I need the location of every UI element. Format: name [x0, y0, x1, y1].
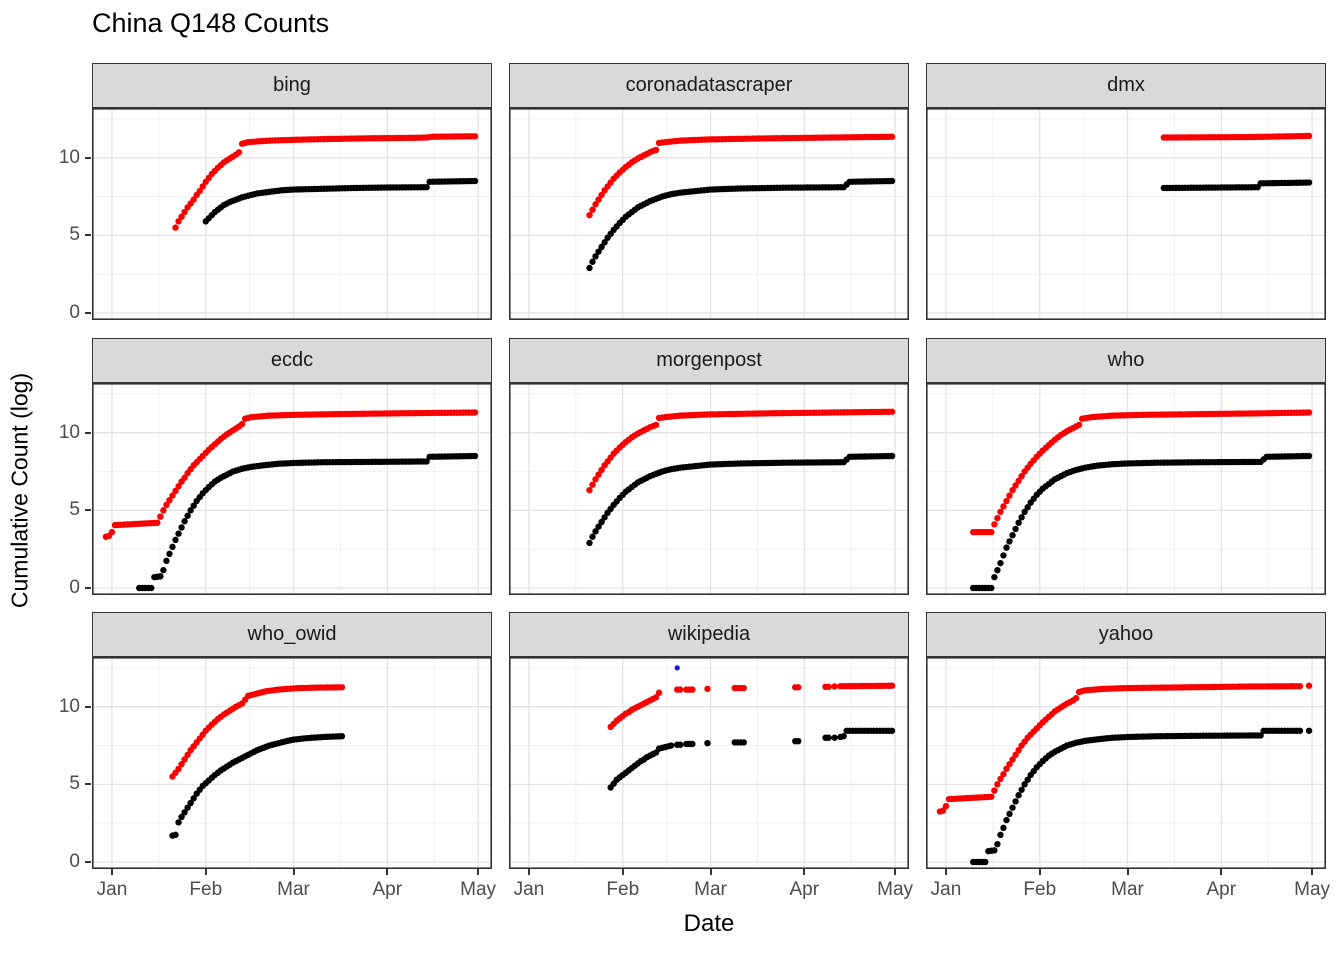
series-red-points — [936, 682, 1313, 815]
facet-strip-wikipedia: wikipedia — [509, 612, 909, 657]
facet-panel-who-owid — [92, 657, 492, 869]
x-axis-tick — [110, 869, 113, 875]
series-black-points — [202, 177, 479, 225]
x-tick-label: May — [877, 879, 914, 900]
facet-strip-coronadatascraper: coronadatascraper — [509, 63, 909, 108]
series-red-points — [586, 133, 896, 219]
facet-panel-bing — [92, 108, 492, 320]
x-tick-label: Jan — [96, 879, 128, 900]
x-tick-label: Jan — [513, 879, 545, 900]
y-tick-label: 10 — [58, 421, 80, 443]
x-tick-label: Feb — [606, 879, 640, 900]
series-black-points — [586, 452, 896, 547]
series-red-points — [102, 409, 479, 540]
x-tick-label: Apr — [789, 879, 820, 900]
y-tick-label: 0 — [69, 851, 80, 872]
x-tick-label: Apr — [372, 879, 403, 900]
facet-strip-label: ecdc — [270, 349, 314, 371]
x-tick-label: Apr — [1206, 879, 1237, 900]
series-black-points — [169, 733, 346, 839]
series-blue-points — [674, 665, 680, 671]
y-tick-label: 0 — [69, 302, 80, 323]
x-axis-tick — [1126, 869, 1129, 875]
facet-strip-label: who — [1107, 349, 1145, 371]
x-tick-label: May — [460, 879, 497, 900]
x-tick-label: Feb — [189, 879, 223, 900]
series-red-points — [172, 133, 479, 231]
y-axis-tick — [85, 783, 91, 786]
facet-strip-label: who_owid — [247, 623, 337, 645]
x-axis-tick — [1038, 869, 1041, 875]
x-axis-tick — [803, 869, 806, 875]
x-tick-label: Mar — [694, 879, 727, 900]
y-axis-tick — [85, 587, 91, 589]
x-tick-label: May — [1294, 879, 1331, 900]
facet-strip-label: coronadatascraper — [625, 74, 793, 96]
facet-panel-who — [926, 383, 1326, 595]
x-axis-tick — [292, 869, 295, 875]
facet-strip-yahoo: yahoo — [926, 612, 1326, 657]
facet-strip-who-owid: who_owid — [92, 612, 492, 657]
y-tick-label: 5 — [69, 773, 80, 795]
y-axis-title: Cumulative Count (log) — [6, 372, 33, 609]
chart-title: China Q148 Counts — [92, 8, 330, 38]
x-axis-tick — [204, 869, 207, 875]
y-axis-tick — [85, 509, 91, 512]
x-axis-tick — [527, 869, 530, 875]
facet-strip-label: dmx — [1107, 74, 1145, 96]
y-tick-label: 5 — [69, 224, 80, 246]
x-axis-tick — [1311, 869, 1314, 875]
facet-strip-label: wikipedia — [667, 623, 751, 645]
facet-strip-morgenpost: morgenpost — [509, 338, 909, 383]
series-red-points — [607, 682, 896, 731]
y-axis-tick — [85, 431, 91, 434]
x-axis-tick — [709, 869, 712, 875]
x-axis-tick — [386, 869, 389, 875]
facet-panel-dmx — [926, 108, 1326, 320]
y-tick-label: 0 — [69, 577, 80, 598]
x-axis-tick — [621, 869, 624, 875]
y-axis-tick — [85, 705, 91, 708]
y-axis-tick — [85, 234, 91, 237]
y-tick-label: 10 — [58, 695, 80, 717]
facet-strip-dmx: dmx — [926, 63, 1326, 108]
x-axis-tick — [1220, 869, 1223, 875]
series-red-points — [1160, 132, 1313, 141]
facet-strip-label: bing — [273, 74, 311, 96]
x-tick-label: Mar — [277, 879, 310, 900]
series-black-points — [970, 452, 1313, 592]
y-axis-tick — [85, 861, 91, 863]
y-axis-tick — [85, 156, 91, 159]
facet-strip-label: yahoo — [1098, 623, 1154, 645]
y-tick-label: 5 — [69, 499, 80, 521]
series-black-points — [1160, 179, 1313, 192]
x-tick-label: Mar — [1111, 879, 1144, 900]
series-red-points — [970, 409, 1313, 536]
series-black-points — [970, 727, 1313, 866]
series-black-points — [586, 177, 896, 272]
facet-panel-ecdc — [92, 383, 492, 595]
facet-strip-bing: bing — [92, 63, 492, 108]
x-axis-tick — [477, 869, 480, 875]
y-axis-tick — [85, 312, 91, 314]
facet-strip-who: who — [926, 338, 1326, 383]
series-black-points — [607, 727, 896, 791]
facet-strip-label: morgenpost — [656, 349, 762, 371]
facet-panel-coronadatascraper — [509, 108, 909, 320]
y-tick-label: 10 — [58, 146, 80, 168]
series-red-points — [169, 684, 346, 780]
series-red-points — [586, 408, 896, 494]
x-tick-label: Jan — [930, 879, 962, 900]
series-black-points — [136, 452, 479, 592]
x-axis-tick — [894, 869, 897, 875]
facet-panel-morgenpost — [509, 383, 909, 595]
x-axis-tick — [944, 869, 947, 875]
facet-panel-yahoo — [926, 657, 1326, 869]
facet-panel-wikipedia — [509, 657, 909, 869]
facet-strip-ecdc: ecdc — [92, 338, 492, 383]
x-axis-title: Date — [683, 910, 735, 937]
x-tick-label: Feb — [1023, 879, 1057, 900]
